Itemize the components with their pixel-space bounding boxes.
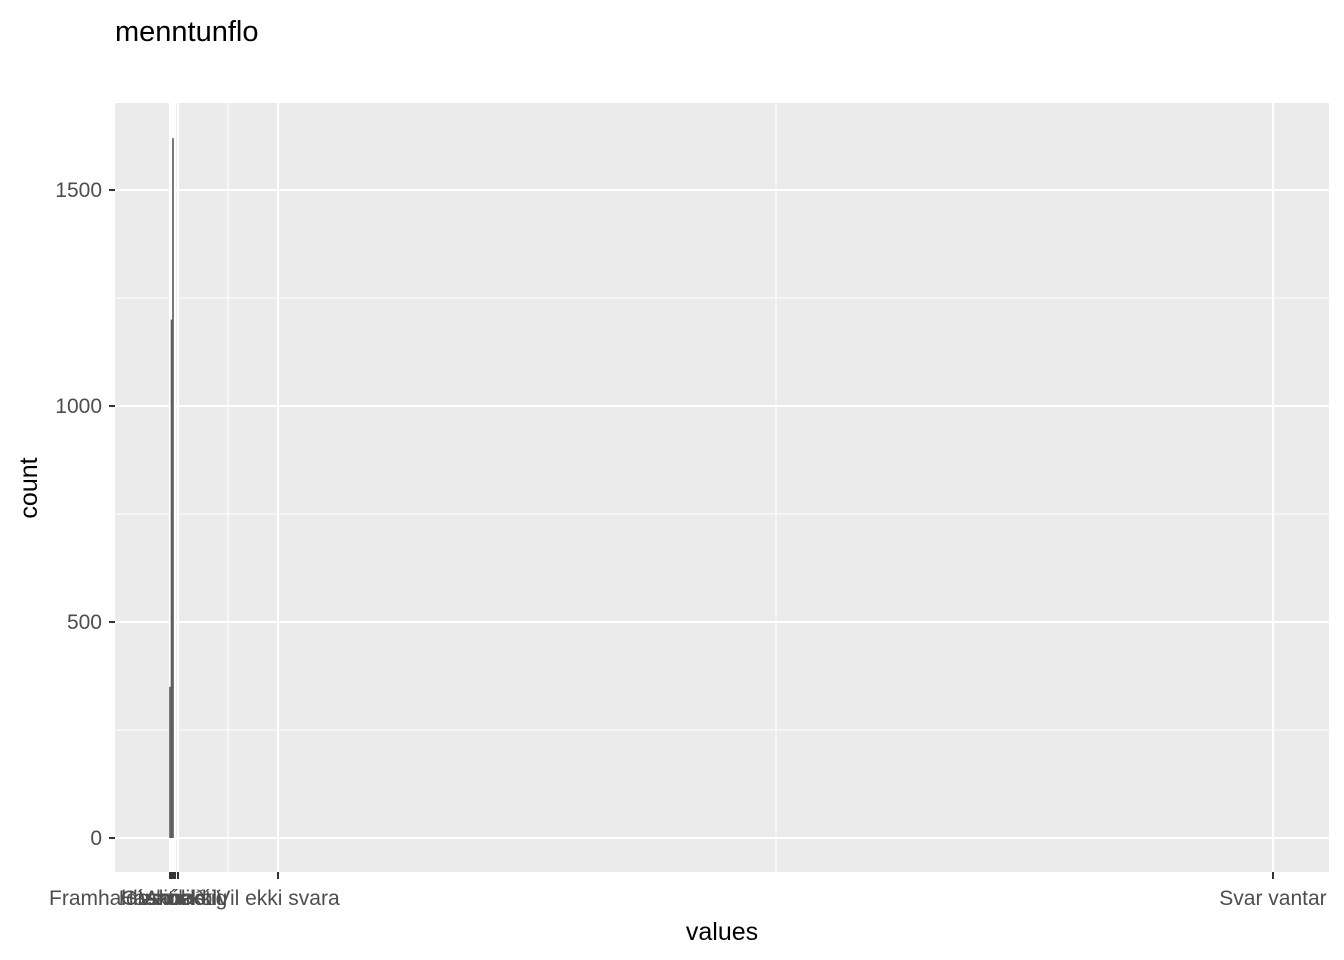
minor-gridlines <box>115 103 1329 872</box>
x-tick-label: Vil ekki svara <box>216 887 340 910</box>
x-tick-label: Grunnskóli <box>121 887 221 910</box>
y-tick-label: 500 <box>67 611 102 634</box>
y-axis-title: count <box>15 457 43 518</box>
x-axis: FramhaldsskóliGrunnskóliHáskólastigAnnað… <box>49 872 1327 910</box>
chart-title: menntunflo <box>115 16 259 48</box>
bar <box>169 686 171 838</box>
x-tick-label: Háskólastig <box>119 887 228 910</box>
x-tick-label: Annað <box>145 887 206 910</box>
bar <box>172 138 174 838</box>
x-tick-label: Veit ekki <box>139 887 217 910</box>
y-axis: 0 500 1000 1500 <box>55 179 115 850</box>
y-tick-label: 1000 <box>55 395 102 418</box>
bars <box>169 138 174 839</box>
y-tick-label: 1500 <box>55 179 102 202</box>
y-tick-label: 0 <box>90 827 102 850</box>
x-tick-label: Framhaldsskóli <box>49 887 190 910</box>
plot-panel <box>115 103 1329 872</box>
x-axis-title: values <box>686 918 758 946</box>
x-tick-label: Svar vantar <box>1219 887 1326 910</box>
bar <box>170 319 173 839</box>
